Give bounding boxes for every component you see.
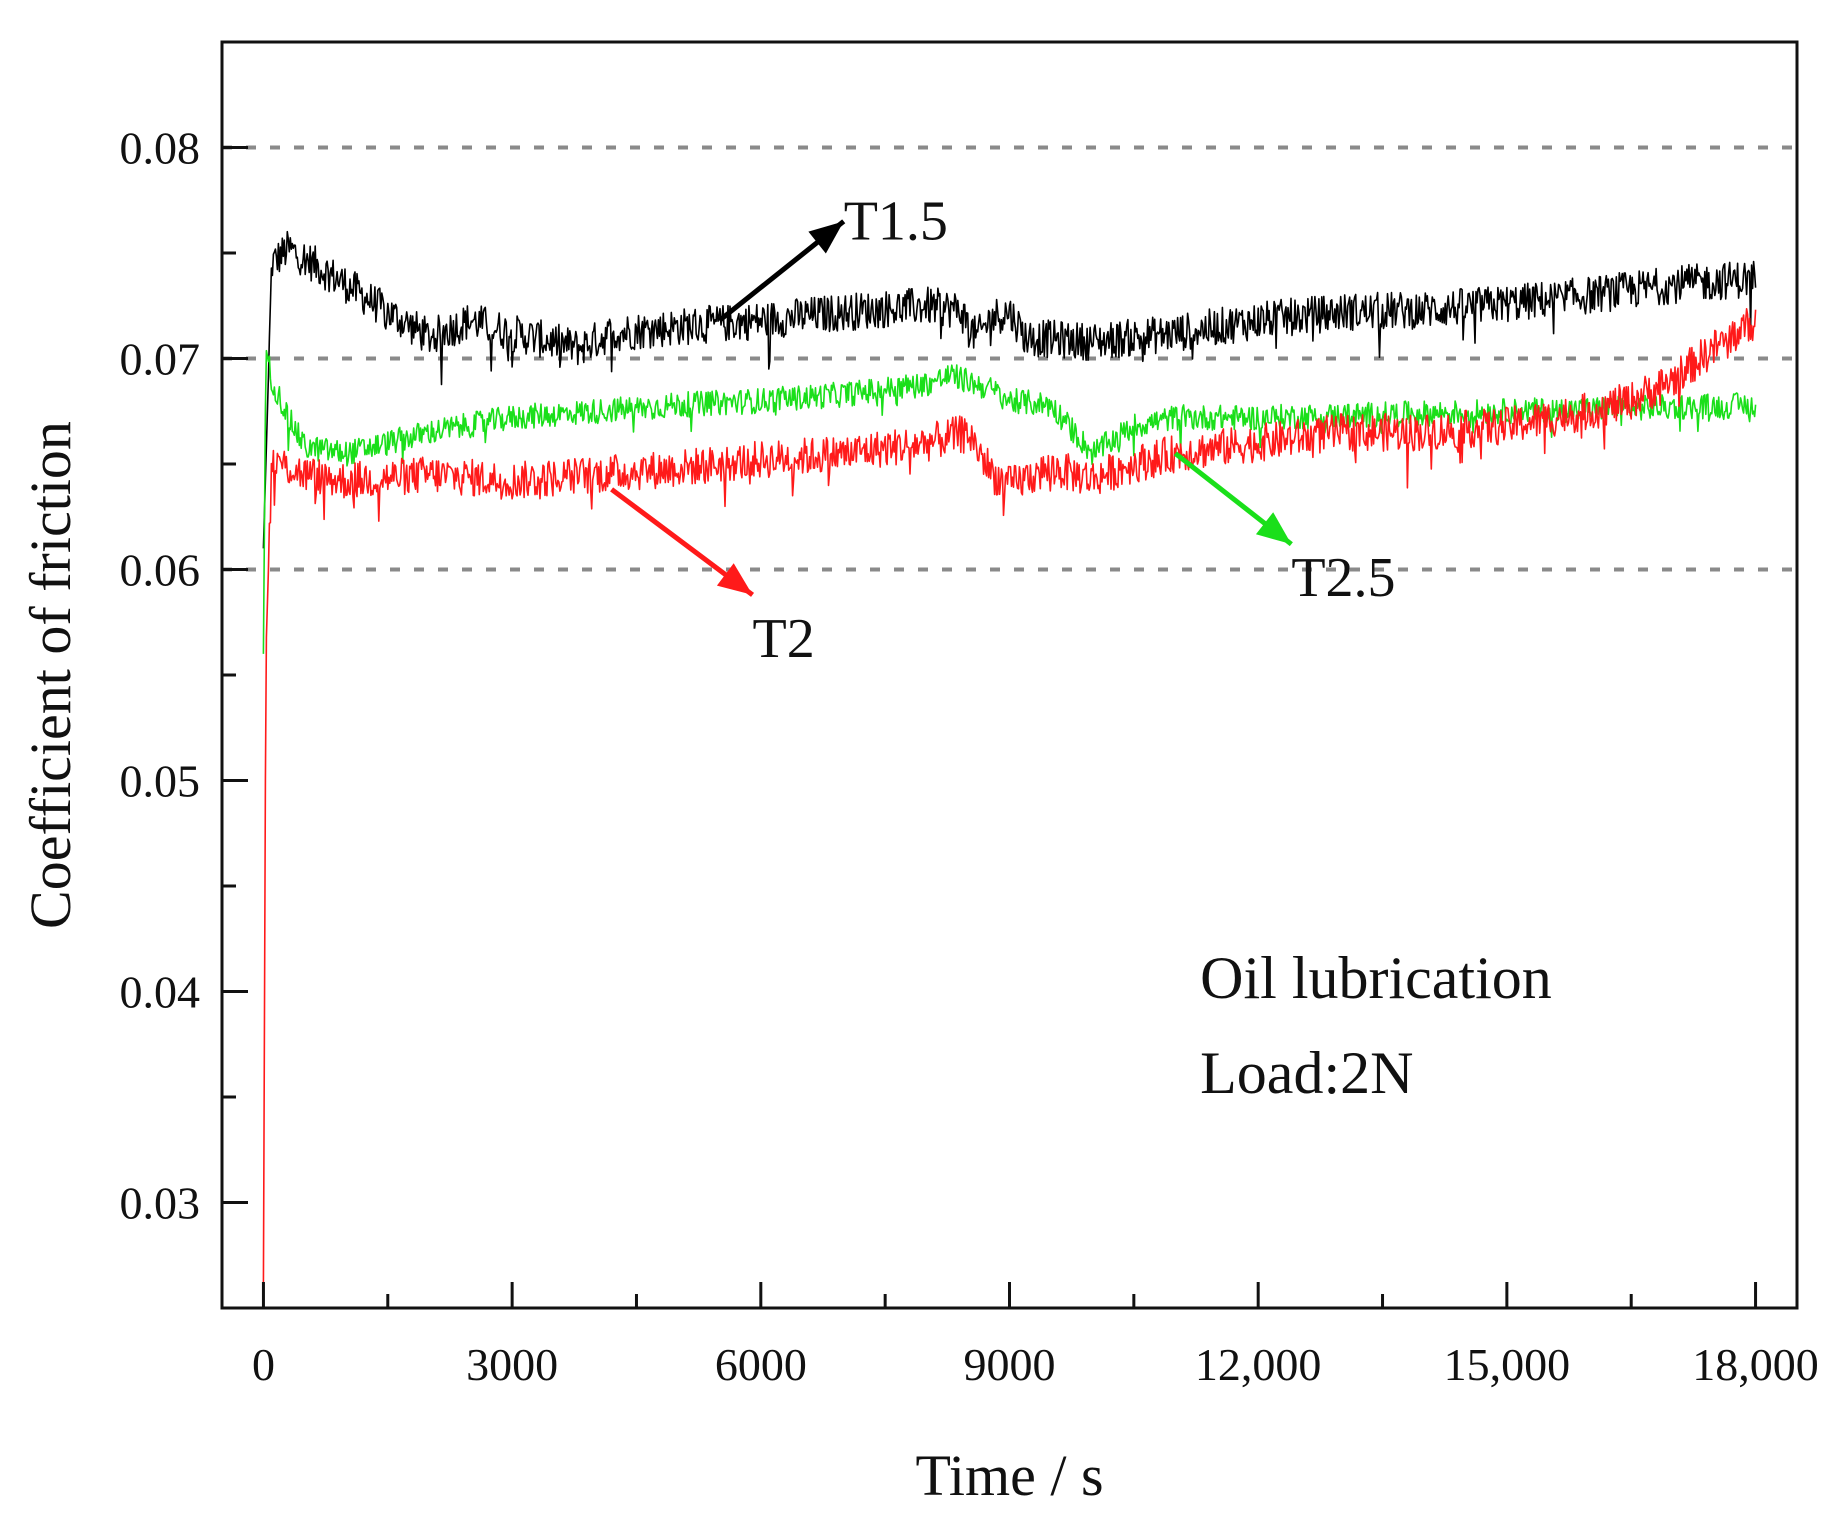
axis-ticks [222, 40, 1758, 1308]
y-axis-title: Coefficient of friction [18, 421, 83, 929]
annotation-oil-lubrication: Oil lubrication [1200, 945, 1552, 1011]
x-tick-label: 15,000 [1444, 1339, 1571, 1390]
series-label-t2: T2 [753, 608, 815, 670]
plot-frame [220, 40, 1799, 1310]
x-tick-label: 9000 [964, 1339, 1056, 1390]
y-tick-label: 0.06 [120, 545, 201, 596]
x-tick-label: 6000 [715, 1339, 807, 1390]
x-tick-label: 12,000 [1195, 1339, 1322, 1390]
x-tick-label: 3000 [466, 1339, 558, 1390]
series-label-t2-5: T2.5 [1291, 547, 1395, 609]
x-tick-labels: 0 3000 6000 9000 12,000 15,000 18,000 [252, 1339, 1819, 1390]
arrow-head [808, 221, 844, 254]
gridlines [222, 145, 1797, 572]
y-tick-label: 0.03 [120, 1178, 201, 1229]
y-tick-label: 0.05 [120, 756, 201, 807]
arrow-head [716, 563, 753, 595]
series-arrows [610, 219, 1293, 597]
x-axis-title: Time / s [915, 1443, 1103, 1508]
y-tick-label: 0.08 [120, 123, 201, 174]
y-tick-label: 0.07 [120, 334, 201, 385]
series-layer [262, 230, 1757, 1287]
y-tick-label: 0.04 [120, 967, 201, 1018]
arrow-head [1255, 512, 1292, 545]
series-label-t1-5: T1.5 [844, 190, 948, 252]
x-tick-label: 18,000 [1692, 1339, 1819, 1390]
y-tick-labels: 0.03 0.04 0.05 0.06 0.07 0.08 [120, 123, 201, 1229]
series-line-t2-5 [262, 349, 1757, 654]
series-line-t1-5 [262, 230, 1757, 549]
annotation-load: Load:2N [1200, 1040, 1413, 1106]
x-tick-label: 0 [252, 1339, 275, 1390]
series-line-t2 [262, 307, 1757, 1287]
